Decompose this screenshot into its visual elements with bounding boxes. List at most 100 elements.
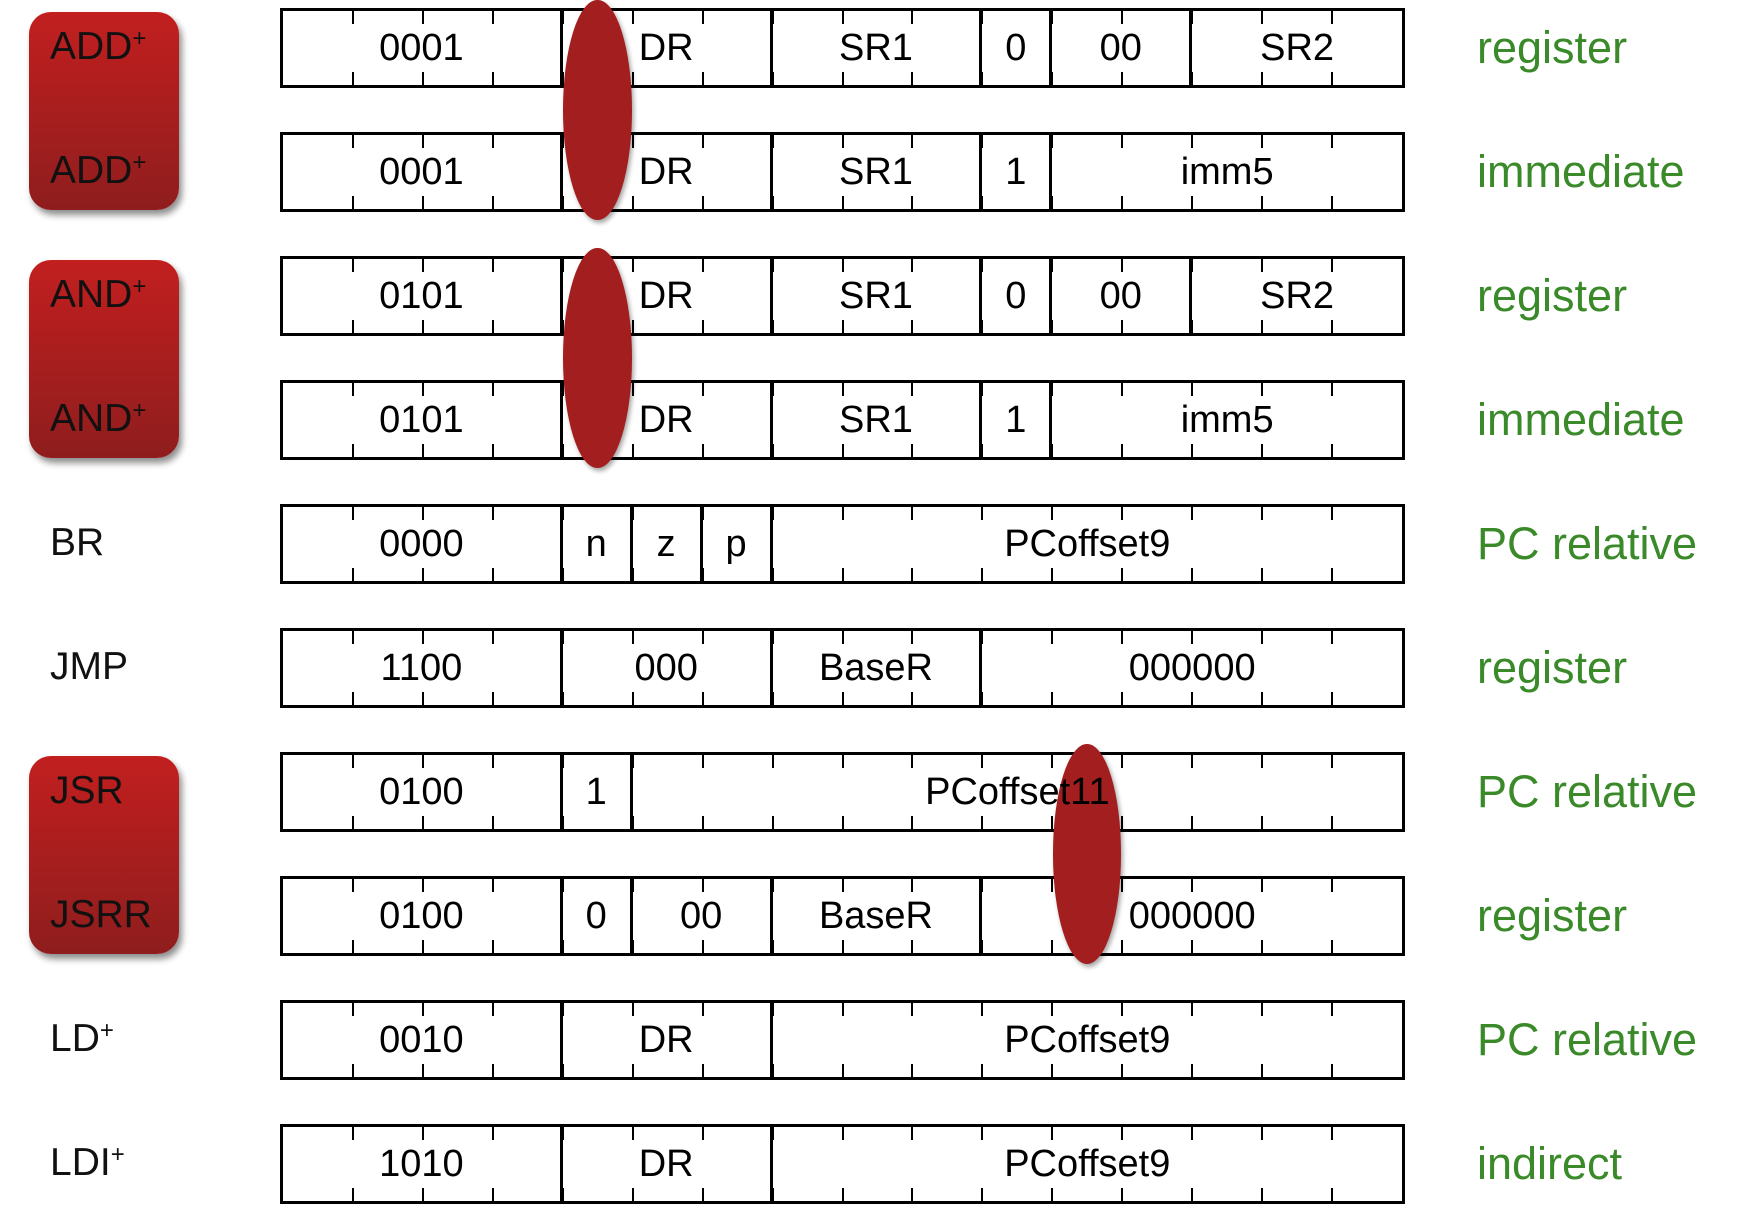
bit-tick [841, 1127, 844, 1140]
bit-tick [701, 1064, 704, 1077]
field-label: 0 [1005, 275, 1027, 317]
bit-tick [981, 879, 984, 892]
instruction-field: DR [563, 1127, 773, 1201]
bit-tick [1261, 320, 1264, 333]
bit-tick [631, 631, 634, 644]
instruction-field: 000000 [982, 631, 1402, 705]
bit-tick [1121, 1003, 1124, 1016]
bit-tick [701, 507, 704, 520]
bit-tick [561, 507, 564, 520]
bit-tick [631, 755, 634, 768]
instruction-field: SR2 [1192, 11, 1402, 85]
bit-tick [1051, 1127, 1054, 1140]
bit-tick [701, 879, 704, 892]
bit-tick [771, 72, 774, 85]
mnemonic-group-highlight [29, 12, 179, 210]
instruction-encoding-box: 0101 DR SR1 1 imm5 [280, 380, 1405, 460]
bit-tick [1121, 383, 1124, 396]
bit-tick [841, 320, 844, 333]
bit-tick [981, 568, 984, 581]
instruction-mnemonic: JMP [50, 646, 128, 688]
bit-tick [841, 631, 844, 644]
addressing-mode-label: indirect [1477, 1138, 1623, 1189]
bit-tick [1191, 816, 1194, 829]
bit-tick [1191, 507, 1194, 520]
mnemonic-group-highlight [29, 756, 179, 954]
bit-tick [1191, 1003, 1194, 1016]
field-label: PCoffset9 [1004, 523, 1171, 565]
field-label: BaseR [818, 647, 933, 689]
bit-tick [561, 196, 564, 209]
field-label: DR [638, 275, 694, 317]
mnemonic-text: JMP [50, 645, 128, 688]
instruction-encoding-box: 1010 DR PCoffset9 [280, 1124, 1405, 1204]
bit-tick [1121, 1127, 1124, 1140]
bit-tick [1261, 383, 1264, 396]
bit-tick [421, 383, 424, 396]
field-label: 1 [585, 771, 607, 813]
bit-tick [1051, 383, 1054, 396]
addressing-mode-label: register [1477, 890, 1628, 941]
bit-tick [771, 1127, 774, 1140]
bit-tick [1191, 135, 1194, 148]
bit-tick [701, 755, 704, 768]
bit-tick [981, 692, 984, 705]
bit-tick [1331, 72, 1334, 85]
instruction-field: DR [563, 259, 773, 333]
bit-tick [1121, 259, 1124, 272]
bit-tick [911, 383, 914, 396]
bit-tick [1191, 444, 1194, 457]
instruction-field: z [633, 507, 703, 581]
bit-tick [631, 879, 634, 892]
instruction-encoding-box: 0001 DR SR1 0 00 SR2 [280, 8, 1405, 88]
bit-tick [1191, 1064, 1194, 1077]
bit-tick [1261, 755, 1264, 768]
bit-tick [981, 135, 984, 148]
addressing-mode-label: PC relative [1477, 1014, 1698, 1065]
bit-tick [1261, 259, 1264, 272]
field-label: 0 [1005, 27, 1027, 69]
bit-tick [771, 259, 774, 272]
instruction-field: DR [563, 135, 773, 209]
bit-tick [1261, 1188, 1264, 1201]
instruction-field: n [563, 507, 633, 581]
bit-tick [631, 320, 634, 333]
mnemonic-text: LD [50, 1017, 100, 1060]
bit-tick [491, 568, 494, 581]
field-label: 1010 [379, 1143, 464, 1185]
field-label: 000000 [1128, 647, 1256, 689]
field-label: BaseR [818, 895, 933, 937]
addressing-mode-label: register [1477, 642, 1628, 693]
bit-tick [1051, 568, 1054, 581]
bit-tick [1191, 631, 1194, 644]
bit-tick [841, 1003, 844, 1016]
field-label: 0000 [379, 523, 464, 565]
bit-tick [561, 940, 564, 953]
bit-tick [561, 1003, 564, 1016]
bit-tick [911, 11, 914, 24]
bit-tick [421, 692, 424, 705]
bit-tick [1051, 1064, 1054, 1077]
bit-tick [491, 507, 494, 520]
bit-tick [771, 692, 774, 705]
bit-tick [1331, 320, 1334, 333]
bit-tick [561, 320, 564, 333]
bit-tick [561, 11, 564, 24]
instruction-field: 1010 [283, 1127, 563, 1201]
instruction-field: 0010 [283, 1003, 563, 1077]
addressing-mode-label: immediate [1477, 394, 1685, 445]
mnemonic-group-highlight [29, 260, 179, 458]
bit-tick [1121, 755, 1124, 768]
field-label: PCoffset9 [1004, 1019, 1171, 1061]
field-label: PCoffset9 [1004, 1143, 1171, 1185]
bit-tick [1261, 631, 1264, 644]
bit-tick [911, 1127, 914, 1140]
bit-tick [351, 755, 354, 768]
addressing-mode-label: register [1477, 22, 1628, 73]
bit-tick [701, 11, 704, 24]
bit-tick [771, 444, 774, 457]
bit-tick [351, 135, 354, 148]
bit-tick [561, 755, 564, 768]
bit-tick [1261, 507, 1264, 520]
bit-tick [701, 383, 704, 396]
